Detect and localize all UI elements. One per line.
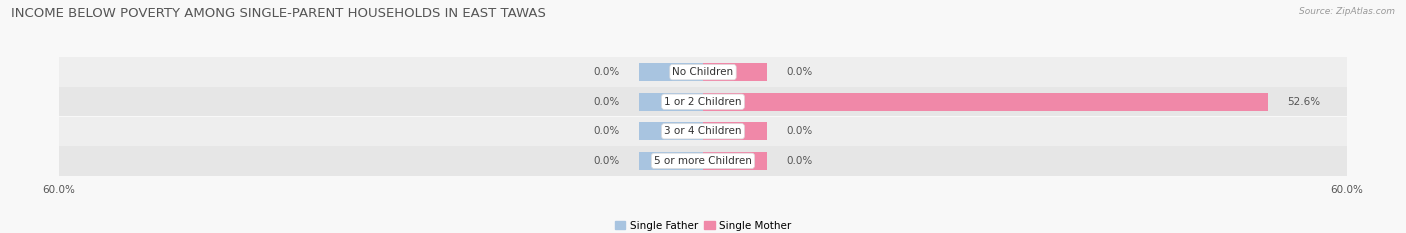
Bar: [59, 116, 1347, 146]
Text: 0.0%: 0.0%: [787, 156, 813, 166]
Bar: [703, 93, 1268, 111]
Text: 0.0%: 0.0%: [593, 97, 619, 107]
Bar: [638, 63, 703, 81]
Bar: [59, 87, 1347, 116]
Text: 1 or 2 Children: 1 or 2 Children: [664, 97, 742, 107]
Bar: [703, 122, 768, 140]
Text: 52.6%: 52.6%: [1286, 97, 1320, 107]
Text: 0.0%: 0.0%: [787, 67, 813, 77]
Bar: [59, 146, 1347, 176]
Legend: Single Father, Single Mother: Single Father, Single Mother: [610, 216, 796, 233]
Bar: [703, 152, 768, 170]
Text: 0.0%: 0.0%: [593, 126, 619, 136]
Text: No Children: No Children: [672, 67, 734, 77]
Text: 0.0%: 0.0%: [593, 67, 619, 77]
Bar: [638, 122, 703, 140]
Text: 3 or 4 Children: 3 or 4 Children: [664, 126, 742, 136]
Text: 5 or more Children: 5 or more Children: [654, 156, 752, 166]
Bar: [703, 63, 768, 81]
Text: INCOME BELOW POVERTY AMONG SINGLE-PARENT HOUSEHOLDS IN EAST TAWAS: INCOME BELOW POVERTY AMONG SINGLE-PARENT…: [11, 7, 546, 20]
Text: 0.0%: 0.0%: [593, 156, 619, 166]
Text: Source: ZipAtlas.com: Source: ZipAtlas.com: [1299, 7, 1395, 16]
Text: 0.0%: 0.0%: [787, 126, 813, 136]
Bar: [59, 57, 1347, 87]
Bar: [638, 93, 703, 111]
Bar: [638, 152, 703, 170]
